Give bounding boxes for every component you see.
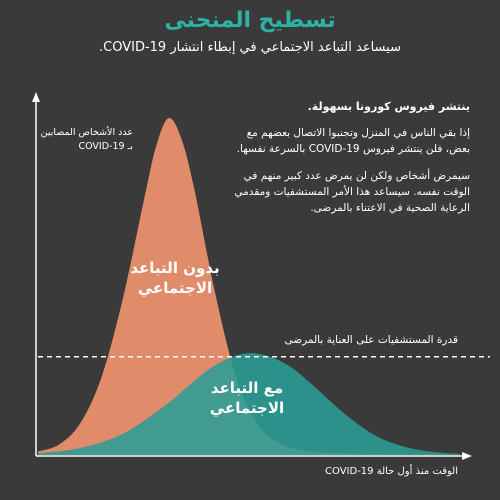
x-axis-label: الوقت منذ أول حالة COVID-19 bbox=[325, 466, 458, 477]
page-subtitle: سيساعد التباعد الاجتماعي في إبطاء انتشار… bbox=[99, 40, 401, 55]
info-panel: ينتشر فيروس كورونا بسهولة. إذا بقي الناس… bbox=[230, 98, 470, 226]
info-heading: ينتشر فيروس كورونا بسهولة. bbox=[307, 100, 470, 113]
series-label-with-distancing: مع التباعد الاجتماعي bbox=[209, 379, 285, 418]
series-label-without-distancing: بدون التباعد الاجتماعي bbox=[130, 259, 220, 298]
page-title: تسطيح المنحنى bbox=[164, 8, 336, 33]
capacity-line-label: قدرة المستشفيات على العناية بالمرضى bbox=[284, 334, 458, 346]
y-axis-label: عدد الأشخاص المصابين بـ COVID-19 bbox=[40, 127, 133, 152]
x-axis-arrow bbox=[462, 452, 472, 460]
info-paragraph-2: سيمرض أشخاص ولكن لن يمرض عدد كبير منهم ف… bbox=[234, 169, 470, 215]
area-with-distancing bbox=[38, 353, 460, 455]
info-paragraph-1: إذا بقي الناس في المنزل وتجنبوا الاتصال … bbox=[236, 127, 470, 156]
area-without-distancing bbox=[38, 117, 460, 455]
y-axis-arrow bbox=[32, 92, 40, 102]
